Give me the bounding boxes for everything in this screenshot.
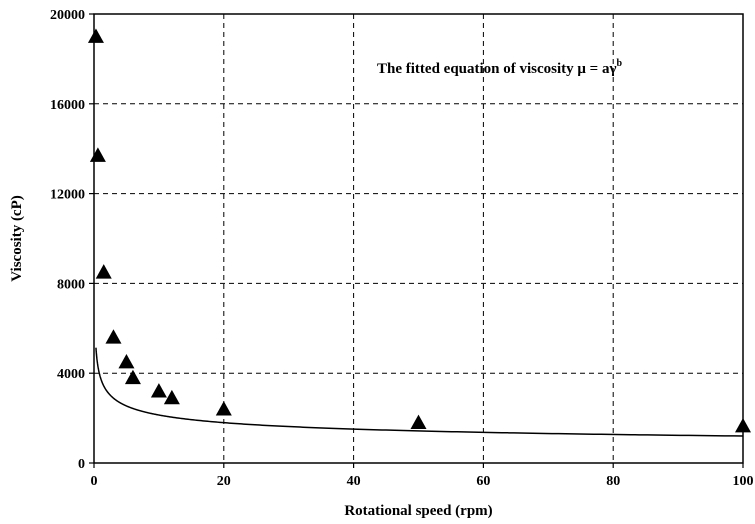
y-axis-title: Viscosity (cP) — [9, 195, 25, 282]
y-tick-label: 20000 — [50, 8, 85, 23]
data-point-triangle — [118, 353, 135, 369]
data-point-triangle — [150, 383, 167, 398]
data-point-triangle — [735, 417, 751, 433]
x-tick-label: 40 — [347, 474, 361, 489]
x-tick-label: 0 — [91, 474, 98, 489]
x-tick-label: 80 — [606, 474, 620, 489]
x-tick-label: 60 — [476, 474, 490, 489]
data-point-triangle — [89, 147, 106, 162]
fit-equation-exponent: b — [616, 58, 622, 69]
data-points — [87, 28, 751, 433]
data-point-triangle — [215, 401, 232, 416]
plot-frame — [93, 13, 744, 464]
data-point-triangle — [410, 414, 427, 429]
data-point-triangle — [163, 389, 180, 405]
x-axis-ticks: 0 20 40 60 80 100 — [91, 463, 754, 489]
y-tick-label: 0 — [78, 457, 85, 472]
data-point-triangle — [105, 329, 122, 344]
x-tick-label: 20 — [217, 474, 231, 489]
fit-equation-annotation: The fitted equation of viscosity μ = aγb — [377, 58, 622, 77]
x-axis-title: Rotational speed (rpm) — [344, 503, 492, 519]
x-tick-label: 100 — [733, 474, 754, 489]
data-point-triangle — [124, 369, 141, 385]
y-tick-label: 4000 — [57, 367, 85, 382]
y-tick-label: 12000 — [50, 188, 85, 203]
grid — [94, 14, 743, 463]
fit-equation-text: The fitted equation of viscosity μ = aγ — [377, 61, 616, 77]
data-point-triangle — [95, 264, 112, 279]
y-axis-ticks: 0 4000 8000 12000 16000 20000 — [50, 8, 94, 472]
y-tick-label: 16000 — [50, 98, 85, 113]
y-tick-label: 8000 — [57, 277, 85, 292]
data-point-triangle — [87, 28, 104, 43]
fitted-power-curve — [95, 347, 744, 437]
